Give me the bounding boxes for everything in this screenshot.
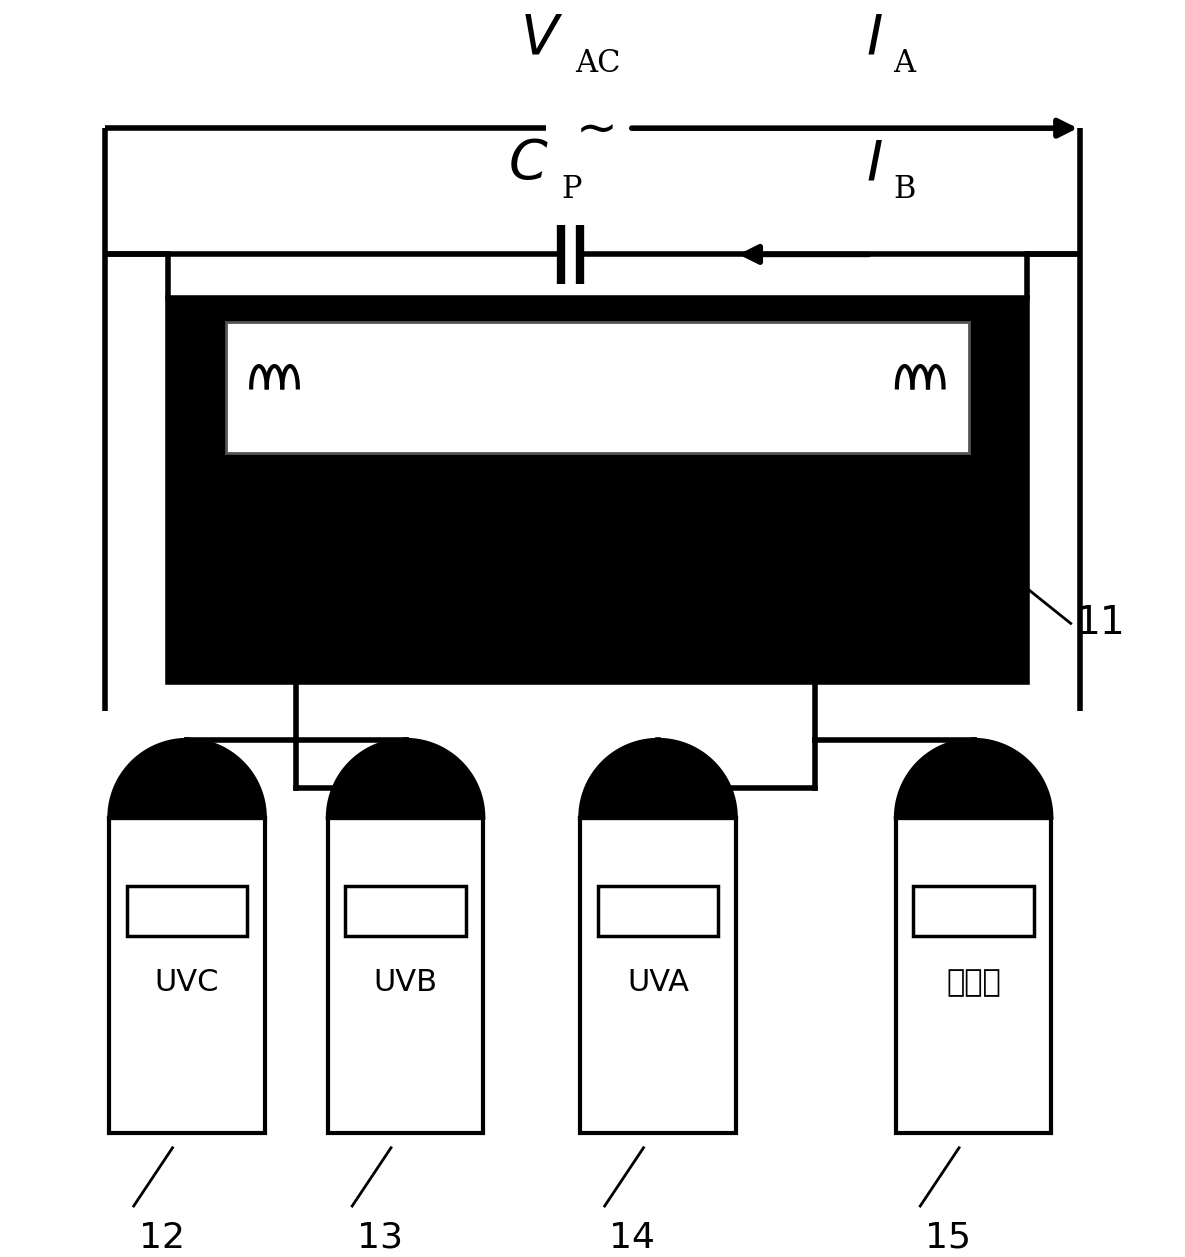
Text: $\mathit{V}$: $\mathit{V}$ (520, 11, 563, 65)
Text: B: B (893, 173, 915, 205)
Bar (167, 298, 1027, 681)
Text: UVA: UVA (627, 968, 688, 997)
Text: 14: 14 (609, 1221, 655, 1254)
Text: $\mathit{I}$: $\mathit{I}$ (866, 137, 883, 191)
Text: UVB: UVB (373, 968, 437, 997)
Bar (896, 817, 1051, 1134)
Text: AC: AC (576, 48, 621, 79)
Text: UVC: UVC (155, 968, 219, 997)
Text: 11: 11 (1076, 603, 1126, 642)
Bar (345, 886, 466, 936)
Text: 12: 12 (139, 1221, 185, 1254)
Bar (581, 817, 736, 1134)
Text: $\mathit{C}$: $\mathit{C}$ (507, 137, 549, 191)
Bar (127, 886, 248, 936)
Bar (598, 886, 718, 936)
Text: A: A (893, 48, 915, 79)
Text: P: P (561, 173, 582, 205)
Text: 15: 15 (925, 1221, 971, 1254)
Bar (226, 322, 969, 454)
Bar (109, 817, 264, 1134)
Text: 13: 13 (357, 1221, 403, 1254)
Text: $\sim$: $\sim$ (566, 103, 614, 153)
Text: $\mathit{I}$: $\mathit{I}$ (866, 11, 883, 65)
Polygon shape (896, 740, 1051, 817)
Text: 可见光: 可见光 (947, 968, 1001, 997)
Polygon shape (328, 740, 483, 817)
Bar (914, 886, 1033, 936)
Polygon shape (581, 740, 736, 817)
Polygon shape (109, 740, 264, 817)
Bar (328, 817, 483, 1134)
